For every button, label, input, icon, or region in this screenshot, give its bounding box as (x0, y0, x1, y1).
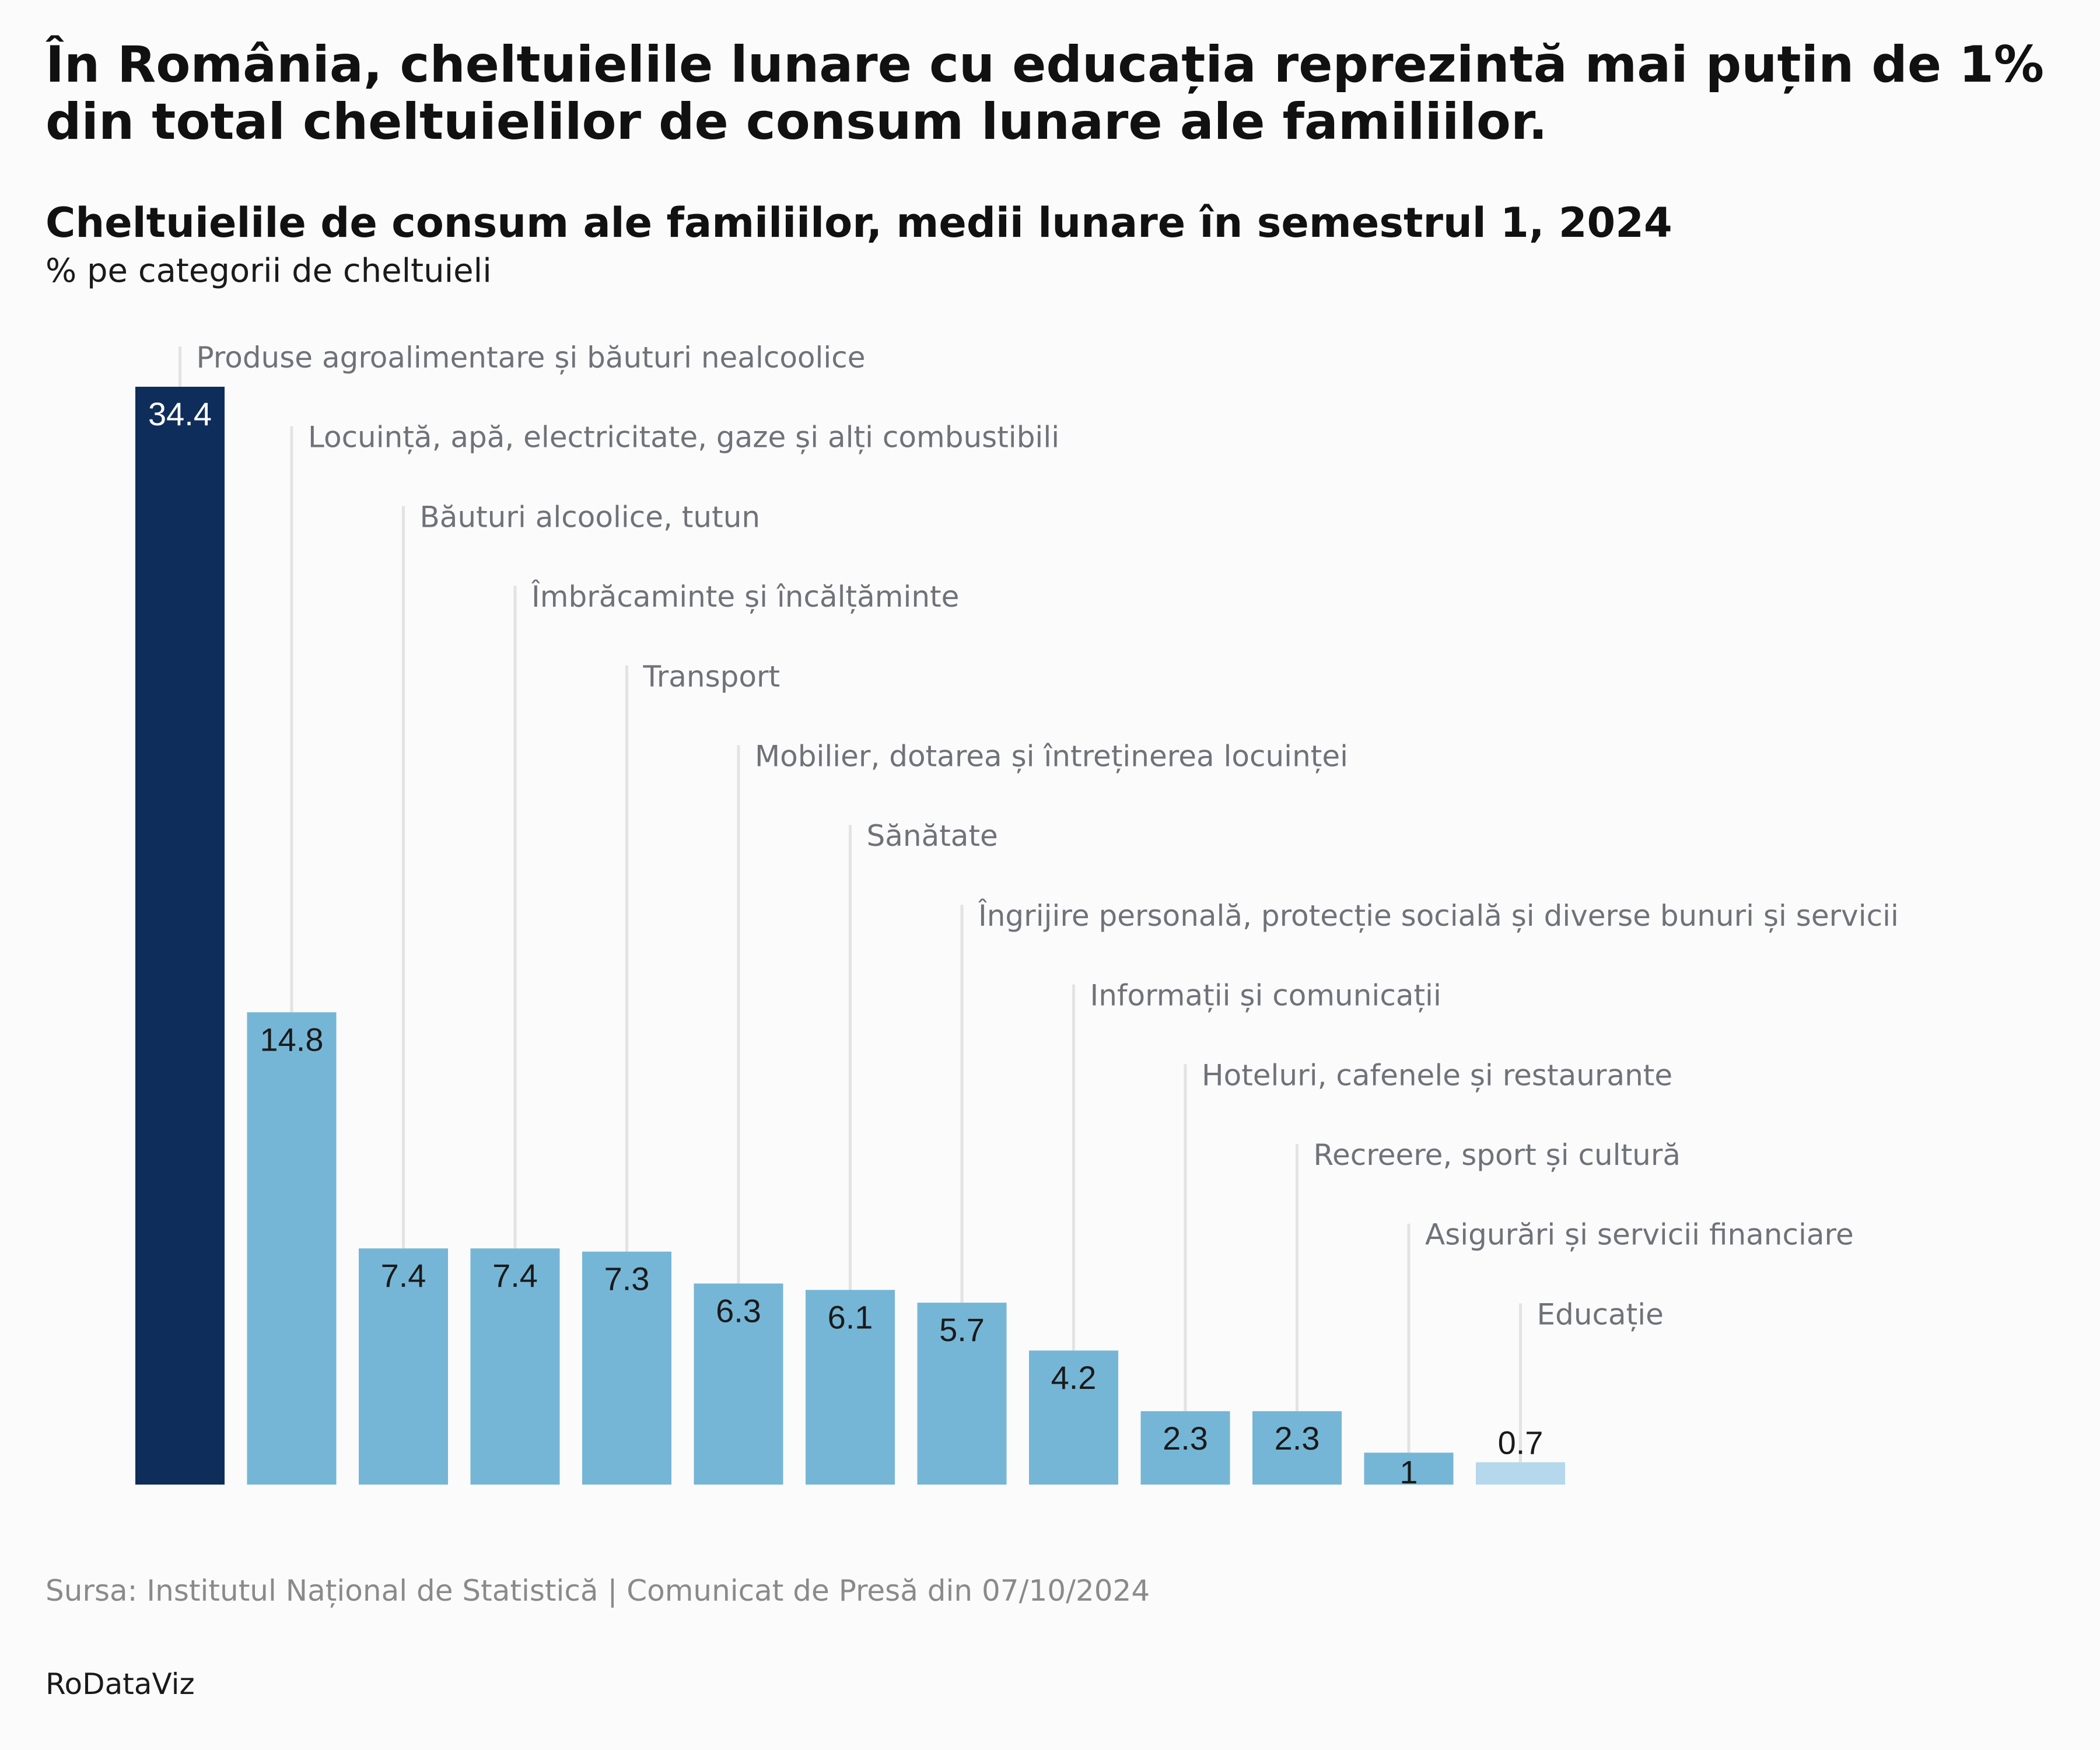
value-label: 4.2 (1051, 1359, 1097, 1396)
category-label: Mobilier, dotarea și întreținerea locuin… (755, 740, 1348, 774)
bar (1029, 1350, 1118, 1485)
value-label: 7.3 (604, 1261, 650, 1297)
category-label: Locuință, apă, electricitate, gaze și al… (308, 421, 1059, 454)
category-label: Transport (643, 660, 780, 694)
bar (247, 1012, 337, 1485)
bar (917, 1303, 1007, 1485)
bar-chart: Produse agroalimentare și băuturi nealco… (135, 341, 1899, 1490)
category-label: Hoteluri, cafenele și restaurante (1202, 1058, 1672, 1092)
source-note: Sursa: Institutul Național de Statistică… (46, 1574, 1150, 1608)
value-label: 5.7 (939, 1311, 985, 1348)
category-label: Sănătate (867, 819, 998, 853)
bar (1140, 1411, 1230, 1485)
brand-label: RoDataViz (46, 1667, 195, 1701)
chart-title: În România, cheltuielile lunare cu educa… (46, 36, 2045, 151)
value-label: 7.4 (381, 1257, 426, 1294)
bar (1252, 1411, 1342, 1485)
category-label: Produse agroalimentare și băuturi nealco… (197, 341, 866, 374)
category-label: Îngrijire personală, protecție socială ș… (978, 898, 1899, 933)
value-label: 2.3 (1163, 1420, 1208, 1457)
value-label: 7.4 (492, 1257, 538, 1294)
chart-subtitle: Cheltuielile de consum ale familiilor, m… (46, 199, 1672, 247)
bar (359, 1248, 448, 1485)
value-label: 2.3 (1275, 1420, 1320, 1457)
bar (470, 1248, 560, 1485)
category-label: Informații și comunicații (1090, 979, 1441, 1013)
value-label: 6.3 (716, 1292, 761, 1329)
bar (582, 1251, 671, 1485)
value-label: 6.1 (828, 1298, 873, 1335)
value-label: 14.8 (260, 1021, 324, 1058)
category-label: Asigurări și servicii financiare (1425, 1218, 1854, 1252)
value-label: 1 (1399, 1454, 1418, 1490)
bar (1476, 1462, 1565, 1485)
bar (694, 1283, 783, 1485)
unit-label: % pe categorii de cheltuieli (46, 252, 492, 290)
bar (806, 1290, 895, 1485)
bar (1364, 1452, 1454, 1485)
category-label: Băuturi alcoolice, tutun (420, 500, 761, 534)
category-label: Îmbrăcaminte și încălțăminte (531, 579, 959, 614)
bar (135, 387, 225, 1485)
category-label: Recreere, sport și cultură (1314, 1138, 1681, 1172)
category-label: Educație (1537, 1297, 1664, 1331)
value-label: 34.4 (148, 396, 212, 432)
value-label: 0.7 (1498, 1424, 1544, 1461)
